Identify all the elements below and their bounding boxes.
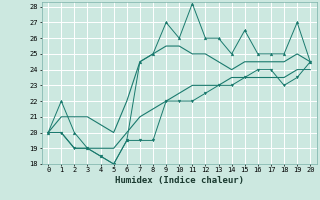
X-axis label: Humidex (Indice chaleur): Humidex (Indice chaleur) bbox=[115, 176, 244, 185]
